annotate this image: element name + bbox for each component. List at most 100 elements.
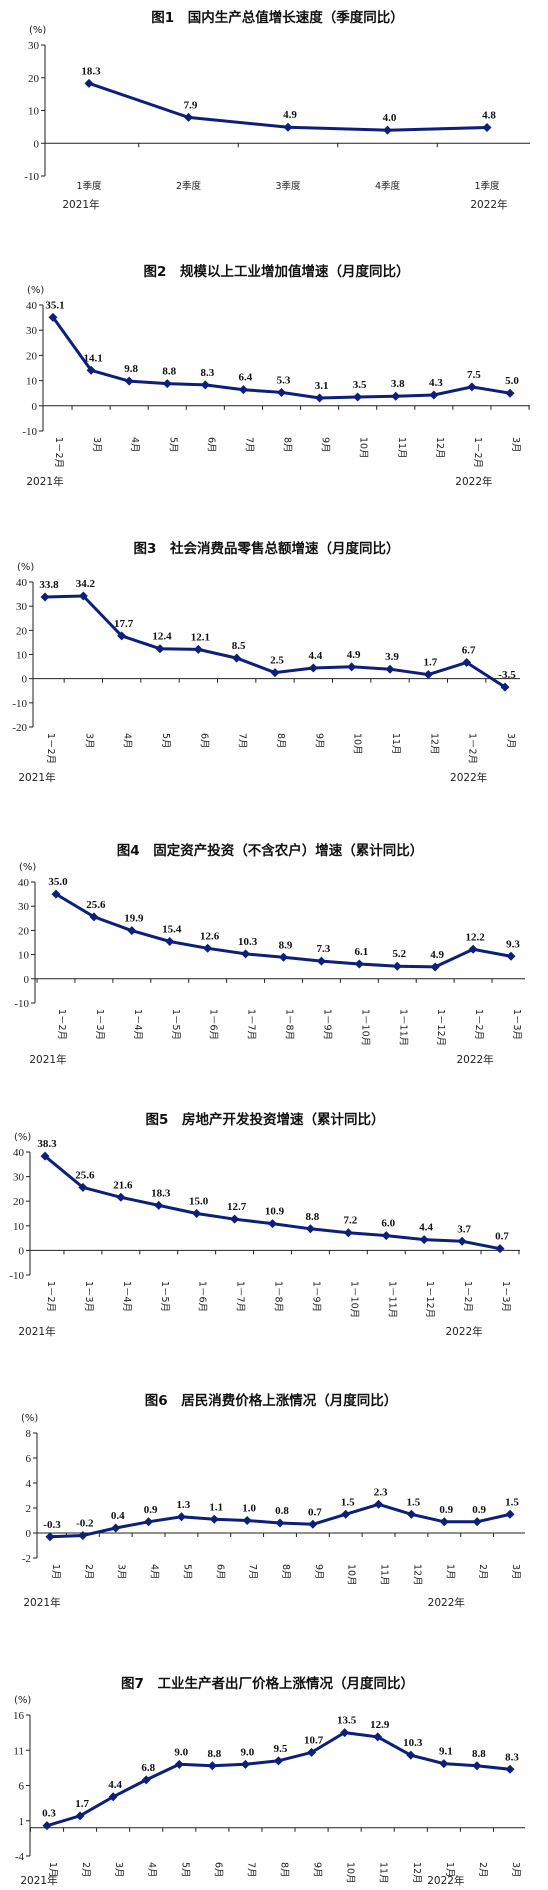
data-label: 4.9 xyxy=(430,949,444,961)
data-label: 0.9 xyxy=(472,1504,486,1516)
data-label: 2.5 xyxy=(270,655,284,667)
x-tick-label: 6月 xyxy=(205,437,216,453)
chart-1: 图1 国内生产总值增长速度（季度同比） (%) -10 0 10 20 30 1季度 2季度 3季… xyxy=(24,9,530,211)
data-point xyxy=(184,112,193,122)
data-point xyxy=(472,1761,482,1771)
x-tick-label: 3月 xyxy=(505,733,516,749)
data-label: 4.4 xyxy=(108,1779,122,1791)
data-point xyxy=(423,670,433,680)
data-label: 6.0 xyxy=(381,1218,395,1230)
x-tick-label: 10月 xyxy=(358,437,369,459)
y-tick-label: 0 xyxy=(26,1528,32,1540)
data-point xyxy=(391,391,401,401)
data-point xyxy=(78,1182,88,1192)
y-axis-unit: (%) xyxy=(19,862,36,873)
data-point xyxy=(240,1759,250,1769)
data-label: 9.1 xyxy=(439,1746,453,1758)
data-label: 2.3 xyxy=(374,1486,388,1498)
data-point xyxy=(316,956,326,966)
data-point xyxy=(268,1219,277,1229)
data-label: 6.1 xyxy=(354,946,368,958)
x-tick-label: 6月 xyxy=(214,1564,225,1580)
y-tick-label: 20 xyxy=(26,350,38,362)
x-tick-label: 1－5月 xyxy=(170,1009,181,1040)
year-label: 2021年 xyxy=(23,1596,60,1609)
data-label: -0.2 xyxy=(76,1518,94,1530)
x-tick-label: 1－3月 xyxy=(511,1009,522,1040)
data-point xyxy=(374,1499,384,1509)
data-point xyxy=(429,390,439,400)
data-point xyxy=(192,1209,202,1218)
data-point xyxy=(207,1761,217,1771)
x-tick-label: 10月 xyxy=(345,1862,356,1884)
data-point xyxy=(155,644,165,654)
data-label: 17.7 xyxy=(114,618,134,630)
data-point xyxy=(117,631,127,641)
data-label: 8.8 xyxy=(306,1211,320,1223)
data-label: 0.7 xyxy=(495,1231,509,1243)
y-tick-label: 30 xyxy=(18,901,30,913)
y-tick-label: 20 xyxy=(16,625,28,637)
data-label: 4.9 xyxy=(283,109,297,121)
y-tick-label: 40 xyxy=(18,877,30,889)
data-point xyxy=(439,1517,449,1527)
data-label: 35.0 xyxy=(48,876,68,888)
data-label: 13.5 xyxy=(337,1715,357,1727)
year-label: 2021年 xyxy=(20,1874,57,1887)
y-tick-label: 30 xyxy=(13,1172,25,1184)
x-tick-label: 8月 xyxy=(275,733,286,749)
data-point xyxy=(116,1192,126,1202)
x-tick-label: 1－6月 xyxy=(208,1009,219,1040)
data-point xyxy=(505,1764,515,1774)
data-point xyxy=(439,1759,449,1769)
y-tick-label: -2 xyxy=(22,1553,31,1565)
y-tick-label: 30 xyxy=(28,40,40,52)
x-tick-label: 12月 xyxy=(411,1862,422,1884)
x-tick-label: 9月 xyxy=(313,1564,324,1580)
x-tick-label: 1月 xyxy=(47,1862,58,1878)
year-label: 2021年 xyxy=(18,771,55,784)
data-point xyxy=(275,1518,285,1528)
data-point xyxy=(42,1821,52,1831)
x-tick-label: 2月 xyxy=(80,1862,91,1878)
data-label: 8.9 xyxy=(279,939,293,951)
y-tick-label: 0 xyxy=(32,401,38,413)
data-label: 1.5 xyxy=(505,1496,519,1508)
year-label: 2022年 xyxy=(456,1053,493,1066)
x-tick-label: 9月 xyxy=(312,1862,323,1878)
data-label: 0.3 xyxy=(42,1808,56,1820)
x-tick-label: 10月 xyxy=(346,1564,357,1586)
x-tick-label: 1－4月 xyxy=(132,1009,143,1040)
data-label: 35.1 xyxy=(45,299,64,311)
data-label: 5.0 xyxy=(505,375,519,387)
x-tick-label: 1月 xyxy=(444,1564,455,1580)
data-point xyxy=(505,1509,515,1519)
y-tick-label: -10 xyxy=(22,426,37,438)
x-tick-label: 3季度 xyxy=(275,180,301,192)
data-point xyxy=(385,664,395,674)
x-tick-label: 1－12月 xyxy=(435,1009,446,1046)
y-tick-label: 20 xyxy=(28,73,40,85)
data-point xyxy=(383,125,392,135)
x-tick-label: 1－2月 xyxy=(473,1009,484,1040)
x-tick-label: 1－7月 xyxy=(235,1281,246,1312)
data-label: 15.4 xyxy=(162,924,182,936)
x-tick-label: 1－10月 xyxy=(348,1281,359,1318)
x-tick-label: 11月 xyxy=(390,733,401,755)
y-tick-label: 11 xyxy=(13,1745,24,1757)
x-tick-label: 1季度 xyxy=(474,180,500,192)
year-label: 2021年 xyxy=(29,1053,66,1066)
chart-4: 图4 固定资产投资（不含农户）增速（累计同比） (%) -10 0 10 20 30 40 1－… xyxy=(14,842,525,1066)
data-label: 10.7 xyxy=(304,1734,324,1746)
year-label: 2022年 xyxy=(427,1874,464,1887)
data-label: 4.8 xyxy=(482,110,496,122)
x-tick-label: 1季度 xyxy=(76,180,102,192)
x-tick-label: 8月 xyxy=(279,1862,290,1878)
data-label: 34.2 xyxy=(76,578,96,590)
data-label: 12.2 xyxy=(465,931,485,943)
data-point xyxy=(89,912,99,922)
data-point xyxy=(127,926,137,936)
data-point xyxy=(419,1235,429,1245)
data-point xyxy=(241,949,251,959)
